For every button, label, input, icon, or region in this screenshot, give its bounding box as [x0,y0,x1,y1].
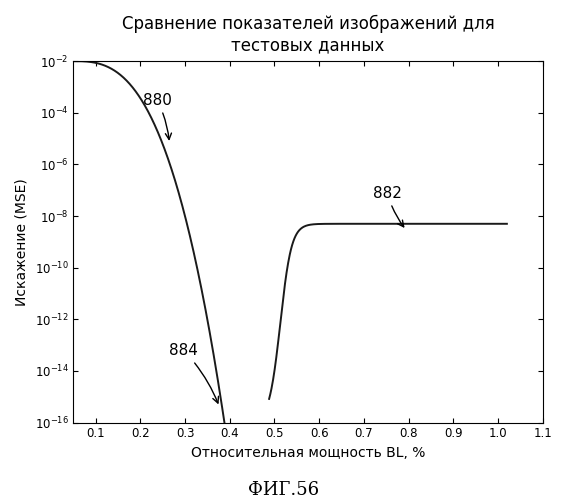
Y-axis label: Искажение (MSE): Искажение (MSE) [15,178,29,306]
Title: Сравнение показателей изображений для
тестовых данных: Сравнение показателей изображений для те… [122,15,494,54]
Text: 884: 884 [170,343,218,403]
Text: ФИГ.56: ФИГ.56 [248,481,319,499]
Text: 882: 882 [373,186,404,227]
Text: 880: 880 [143,92,172,140]
X-axis label: Относительная мощность BL, %: Относительная мощность BL, % [191,446,425,460]
